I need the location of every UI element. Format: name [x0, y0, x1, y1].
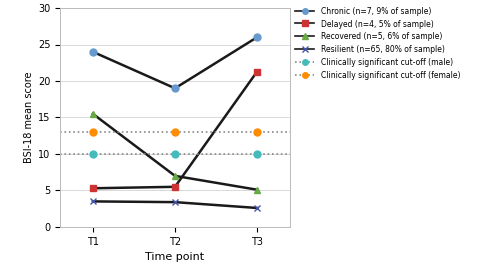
Y-axis label: BSI-18 mean score: BSI-18 mean score	[24, 72, 34, 163]
Legend: Chronic (n=7, 9% of sample), Delayed (n=4, 5% of sample), Recovered (n=5, 6% of : Chronic (n=7, 9% of sample), Delayed (n=…	[292, 4, 463, 83]
X-axis label: Time point: Time point	[146, 252, 204, 262]
